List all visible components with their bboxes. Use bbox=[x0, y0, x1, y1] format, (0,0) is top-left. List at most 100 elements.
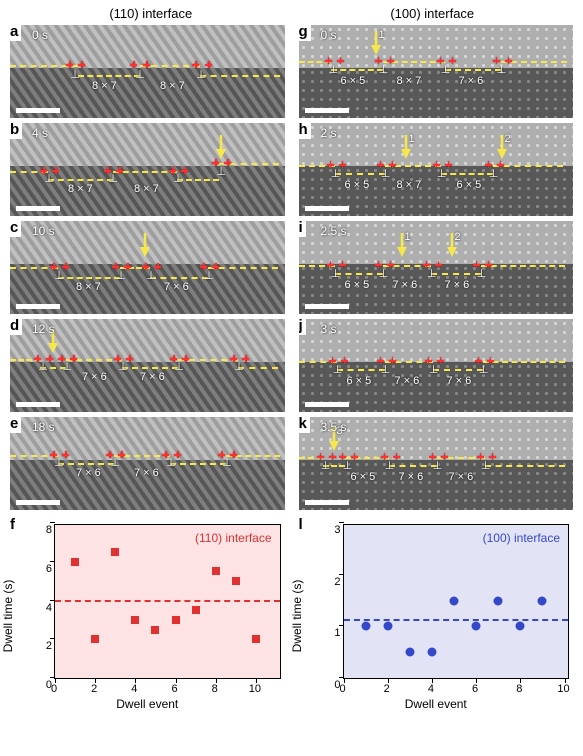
segment-label: 7 × 6 bbox=[447, 375, 472, 387]
panel-letter: g bbox=[299, 25, 311, 41]
dislocation-icon bbox=[135, 70, 145, 80]
segment-label: 7 × 6 bbox=[76, 467, 101, 479]
lattice-marker bbox=[477, 453, 484, 460]
data-point bbox=[427, 648, 436, 657]
x-tick: 4 bbox=[428, 683, 434, 695]
dislocation-icon bbox=[479, 365, 489, 375]
dislocation-icon bbox=[234, 362, 244, 372]
interface-line bbox=[433, 369, 483, 371]
lattice-marker bbox=[381, 453, 388, 460]
header-left: (110) interface bbox=[10, 6, 292, 21]
time-label: 4 s bbox=[32, 126, 48, 140]
time-label: 12 s bbox=[32, 322, 55, 336]
lattice-marker bbox=[112, 263, 119, 270]
segment-label: 8 × 7 bbox=[68, 183, 93, 195]
lattice-marker bbox=[317, 453, 324, 460]
lattice-marker bbox=[339, 161, 346, 168]
segment-label: 8 × 7 bbox=[397, 179, 422, 191]
micrograph-panel-d: d12 s7 × 67 × 6 bbox=[10, 319, 285, 412]
x-axis-label: Dwell event bbox=[405, 697, 467, 711]
x-tick: 0 bbox=[339, 683, 345, 695]
dislocation-icon bbox=[118, 362, 128, 372]
scale-bar bbox=[305, 206, 349, 211]
segment-label: 8 × 7 bbox=[160, 80, 185, 92]
lattice-marker bbox=[435, 261, 442, 268]
lattice-marker bbox=[375, 261, 382, 268]
micrograph-panel-e: e18 s7 × 67 × 6 bbox=[10, 417, 285, 510]
dislocation-icon bbox=[379, 65, 389, 75]
interface-line bbox=[389, 465, 437, 467]
interface-line bbox=[170, 463, 226, 465]
lattice-marker bbox=[449, 57, 456, 64]
micrograph-panel-h: h2 s6 × 58 × 76 × 512 bbox=[299, 123, 574, 216]
panel-letter: b bbox=[10, 123, 22, 139]
interface-line bbox=[431, 273, 481, 275]
header-right: (100) interface bbox=[292, 6, 574, 21]
data-point bbox=[192, 606, 200, 614]
dislocation-icon bbox=[333, 365, 343, 375]
time-label: 10 s bbox=[32, 224, 55, 238]
dislocation-icon bbox=[379, 269, 389, 279]
data-point bbox=[91, 635, 99, 643]
segment-label: 8 × 7 bbox=[76, 281, 101, 293]
dislocation-icon bbox=[481, 461, 491, 471]
x-tick: 4 bbox=[131, 683, 137, 695]
data-point bbox=[516, 622, 525, 631]
segment-label: 8 × 7 bbox=[397, 75, 422, 87]
y-tick: 8 bbox=[40, 524, 52, 536]
data-point bbox=[151, 626, 159, 634]
lattice-marker bbox=[429, 453, 436, 460]
x-tick: 10 bbox=[249, 683, 261, 695]
plot-area: (110) interface bbox=[54, 524, 281, 679]
lattice-marker bbox=[485, 161, 492, 168]
time-label: 3.5 s bbox=[321, 420, 347, 434]
segment-label: 7 × 6 bbox=[164, 281, 189, 293]
panel-letter: i bbox=[299, 221, 306, 237]
x-tick: 8 bbox=[516, 683, 522, 695]
lattice-marker bbox=[339, 261, 346, 268]
micrograph-panel-i: i2.5 s6 × 57 × 67 × 612 bbox=[299, 221, 574, 314]
column-110: a0 s8 × 78 × 7 b 4 s 8 × 7 8 × 7 c 10 s 8 × 7 7 … bbox=[10, 25, 285, 713]
lattice-marker bbox=[423, 261, 430, 268]
dislocation-icon bbox=[116, 271, 126, 281]
arrow-number: 1 bbox=[409, 133, 415, 145]
y-tick: 3 bbox=[329, 524, 341, 536]
chart-legend: (110) interface bbox=[195, 531, 271, 545]
y-tick: 1 bbox=[329, 627, 341, 639]
lattice-marker bbox=[393, 453, 400, 460]
lattice-marker bbox=[351, 453, 358, 460]
panel-letter: h bbox=[299, 123, 311, 139]
interface-line bbox=[441, 173, 493, 175]
dislocation-icon bbox=[196, 70, 206, 80]
interface-line bbox=[337, 369, 385, 371]
lattice-marker bbox=[142, 263, 149, 270]
lattice-marker bbox=[387, 57, 394, 64]
lattice-marker bbox=[224, 159, 231, 166]
dislocation-icon bbox=[70, 70, 80, 80]
scale-bar bbox=[16, 206, 60, 211]
data-point bbox=[538, 596, 547, 605]
panel-letter: c bbox=[10, 221, 21, 237]
micrograph-panel-a: a0 s8 × 78 × 7 bbox=[10, 25, 285, 118]
lattice-marker bbox=[389, 161, 396, 168]
dislocation-icon bbox=[343, 461, 353, 471]
lattice-marker bbox=[327, 261, 334, 268]
scale-bar bbox=[16, 108, 60, 113]
dislocation-icon bbox=[44, 174, 54, 184]
segment-label: 7 × 6 bbox=[395, 375, 420, 387]
dislocation-icon bbox=[222, 458, 232, 468]
lattice-marker bbox=[473, 261, 480, 268]
dislocation-icon bbox=[331, 269, 341, 279]
x-tick: 8 bbox=[212, 683, 218, 695]
lattice-marker bbox=[377, 357, 384, 364]
segment-label: 6 × 5 bbox=[457, 179, 482, 191]
data-point bbox=[232, 577, 240, 585]
lattice-marker bbox=[130, 61, 137, 68]
time-label: 0 s bbox=[321, 28, 337, 42]
dislocation-icon bbox=[329, 65, 339, 75]
scale-bar bbox=[16, 402, 60, 407]
scale-bar bbox=[305, 108, 349, 113]
chart-legend: (100) interface bbox=[483, 531, 560, 545]
lattice-marker bbox=[154, 263, 161, 270]
lattice-marker bbox=[212, 263, 219, 270]
